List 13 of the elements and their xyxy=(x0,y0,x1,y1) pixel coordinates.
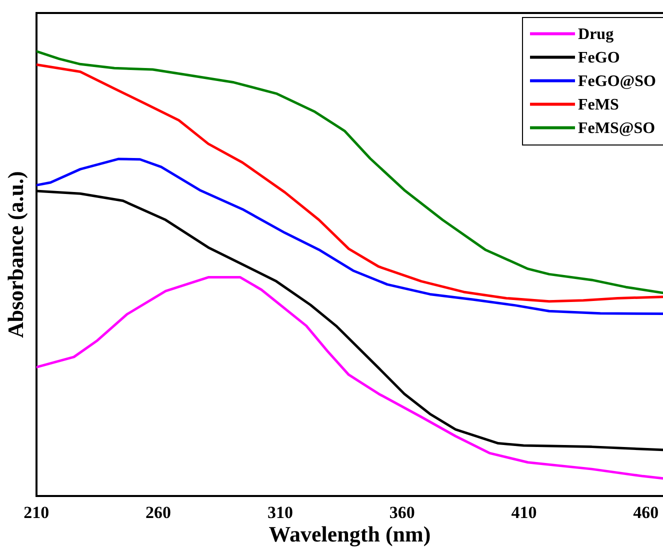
legend-label: FeGO xyxy=(578,49,620,66)
legend-label: Drug xyxy=(578,26,614,43)
y-axis-title: Absorbance (a.u.) xyxy=(2,171,28,338)
x-tick-label: 360 xyxy=(389,502,415,522)
x-tick-label: 460 xyxy=(633,502,659,522)
x-tick-label: 260 xyxy=(146,502,172,522)
x-axis-title: Wavelength (nm) xyxy=(268,521,431,546)
legend-label: FeMS xyxy=(578,96,619,114)
legend-label: FeGO@SO xyxy=(578,72,656,90)
x-tick-label: 410 xyxy=(511,502,537,522)
x-tick-label: 210 xyxy=(24,502,50,522)
x-tick-label: 310 xyxy=(267,502,293,522)
legend-label: FeMS@SO xyxy=(578,120,656,137)
